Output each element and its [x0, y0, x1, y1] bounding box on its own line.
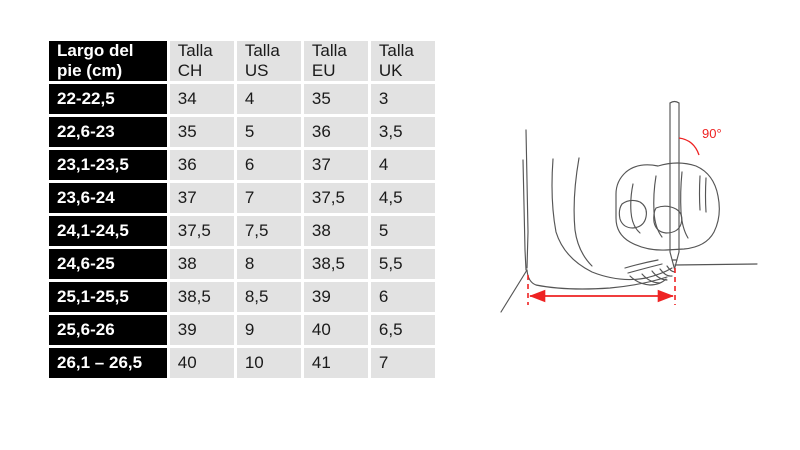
cell-foot-length: 24,1-24,5 [49, 216, 167, 247]
leg-back-outline [573, 157, 593, 267]
leg-front-outline [551, 158, 673, 281]
cell-talla-eu: 39 [303, 282, 368, 313]
cell-talla-us: 5 [236, 117, 301, 148]
cell-talla-uk: 6,5 [370, 315, 435, 346]
column-header-talla-eu: Talla EU [303, 41, 368, 82]
column-header-talla-us: Talla US [236, 41, 301, 82]
cell-talla-eu: 38 [303, 216, 368, 247]
cell-talla-us: 6 [236, 150, 301, 181]
cell-talla-eu: 38,5 [303, 249, 368, 280]
finger-line-5 [704, 177, 707, 213]
column-header-talla-ch: Talla CH [169, 41, 234, 82]
cell-talla-uk: 3 [370, 84, 435, 115]
table-row: 22,6-23 35 5 36 3,5 [49, 117, 435, 148]
cell-talla-ch: 34 [169, 84, 234, 115]
header-line-1: Largo del [57, 41, 134, 60]
cell-talla-uk: 6 [370, 282, 435, 313]
table-row: 26,1 – 26,5 40 10 41 7 [49, 348, 435, 379]
cell-talla-ch: 39 [169, 315, 234, 346]
cell-talla-eu: 37,5 [303, 183, 368, 214]
finger-line-1 [630, 183, 641, 234]
cell-talla-uk: 5,5 [370, 249, 435, 280]
sole-outline [526, 269, 668, 290]
header-line-1: Talla [244, 41, 280, 60]
ground-line-right [674, 263, 758, 266]
cell-foot-length: 26,1 – 26,5 [49, 348, 167, 379]
measure-extension-lines [527, 268, 676, 305]
toe-4 [659, 268, 673, 277]
table-row: 25,6-26 39 9 40 6,5 [49, 315, 435, 346]
cell-talla-eu: 35 [303, 84, 368, 115]
cell-talla-ch: 36 [169, 150, 234, 181]
header-line-2: UK [378, 61, 403, 81]
right-angle-arc [678, 137, 700, 156]
floor-diagonal-left [500, 269, 528, 313]
hand-fist-outline [615, 162, 720, 251]
cell-talla-uk: 4 [370, 150, 435, 181]
cell-talla-us: 4 [236, 84, 301, 115]
cell-talla-eu: 41 [303, 348, 368, 379]
table-row: 22-22,5 34 4 35 3 [49, 84, 435, 115]
cell-foot-length: 23,1-23,5 [49, 150, 167, 181]
cell-talla-us: 9 [236, 315, 301, 346]
cell-talla-us: 7 [236, 183, 301, 214]
pencil-top-cap [669, 100, 680, 104]
cell-talla-uk: 3,5 [370, 117, 435, 148]
shoe-size-table: Largo del pie (cm) Talla CH Talla US Tal… [46, 38, 438, 381]
cell-foot-length: 24,6-25 [49, 249, 167, 280]
finger-line-3 [680, 171, 689, 239]
cell-talla-us: 8 [236, 249, 301, 280]
column-header-talla-uk: Talla UK [370, 41, 435, 82]
wall-line-inner [522, 159, 527, 271]
header-line-2: EU [311, 61, 336, 81]
cell-talla-us: 10 [236, 348, 301, 379]
foot-measurement-diagram: 90° [470, 100, 800, 330]
foot-crease-2 [627, 263, 663, 274]
cell-talla-eu: 40 [303, 315, 368, 346]
knuckle-oval [653, 205, 683, 234]
angle-label: 90° [702, 126, 722, 141]
cell-talla-uk: 7 [370, 348, 435, 379]
toe-1 [629, 275, 667, 286]
cell-talla-ch: 35 [169, 117, 234, 148]
cell-talla-eu: 37 [303, 150, 368, 181]
cell-talla-ch: 38,5 [169, 282, 234, 313]
foot-crease-1 [624, 259, 659, 269]
cell-talla-eu: 36 [303, 117, 368, 148]
right-angle-annotation: 90° [678, 126, 722, 156]
table-row: 23,1-23,5 36 6 37 4 [49, 150, 435, 181]
header-line-1: Talla [378, 41, 414, 60]
cell-foot-length: 25,1-25,5 [49, 282, 167, 313]
table-header-row: Largo del pie (cm) Talla CH Talla US Tal… [49, 41, 435, 82]
header-line-2: pie (cm) [57, 61, 123, 81]
cell-talla-uk: 4,5 [370, 183, 435, 214]
cell-talla-ch: 37 [169, 183, 234, 214]
finger-line-4 [698, 175, 701, 211]
cell-talla-ch: 38 [169, 249, 234, 280]
cell-foot-length: 22-22,5 [49, 84, 167, 115]
header-line-1: Talla [177, 41, 213, 60]
cell-foot-length: 22,6-23 [49, 117, 167, 148]
table-row: 24,6-25 38 8 38,5 5,5 [49, 249, 435, 280]
header-line-2: CH [177, 61, 203, 81]
column-header-foot-length: Largo del pie (cm) [49, 41, 167, 82]
wall-line [525, 129, 529, 269]
cell-talla-us: 7,5 [236, 216, 301, 247]
cell-talla-ch: 37,5 [169, 216, 234, 247]
thumb-outline [618, 199, 647, 229]
toe-2 [641, 273, 661, 284]
cell-foot-length: 25,6-26 [49, 315, 167, 346]
table-row: 23,6-24 37 7 37,5 4,5 [49, 183, 435, 214]
toe-3 [651, 270, 668, 281]
cell-foot-length: 23,6-24 [49, 183, 167, 214]
header-line-1: Talla [311, 41, 347, 60]
cell-talla-uk: 5 [370, 216, 435, 247]
cell-talla-us: 8,5 [236, 282, 301, 313]
table-row: 24,1-24,5 37,5 7,5 38 5 [49, 216, 435, 247]
cell-talla-ch: 40 [169, 348, 234, 379]
header-line-2: US [244, 61, 269, 81]
table-row: 25,1-25,5 38,5 8,5 39 6 [49, 282, 435, 313]
